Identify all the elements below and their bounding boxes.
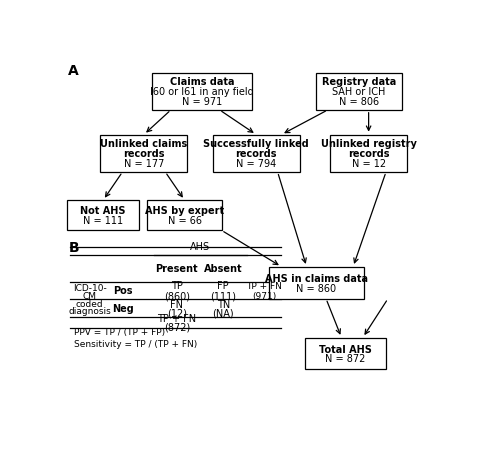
Text: Total AHS: Total AHS: [319, 344, 372, 354]
Text: N = 806: N = 806: [339, 97, 379, 107]
Text: N = 872: N = 872: [325, 354, 366, 364]
Text: Present: Present: [156, 264, 198, 274]
FancyBboxPatch shape: [100, 135, 188, 173]
Text: FN: FN: [170, 299, 183, 309]
FancyBboxPatch shape: [147, 201, 222, 231]
Text: I60 or I61 in any field: I60 or I61 in any field: [150, 87, 254, 97]
Text: (971): (971): [252, 291, 276, 301]
Text: FP: FP: [218, 280, 229, 291]
Text: PPV = TP / (TP + FP): PPV = TP / (TP + FP): [74, 327, 165, 336]
Text: A: A: [68, 64, 79, 78]
FancyBboxPatch shape: [212, 135, 300, 173]
FancyBboxPatch shape: [304, 338, 386, 369]
Text: B: B: [68, 241, 79, 255]
Text: Not AHS: Not AHS: [80, 206, 126, 216]
FancyBboxPatch shape: [269, 267, 364, 299]
Text: diagnosis: diagnosis: [68, 307, 111, 316]
Text: AHS: AHS: [190, 242, 210, 252]
Text: N = 12: N = 12: [352, 159, 386, 169]
Text: Absent: Absent: [204, 264, 242, 274]
Text: (NA): (NA): [212, 308, 234, 318]
FancyBboxPatch shape: [152, 73, 252, 111]
Text: Neg: Neg: [112, 303, 134, 313]
Text: TP + FN: TP + FN: [157, 313, 196, 323]
Text: TN: TN: [216, 299, 230, 309]
Text: records: records: [236, 149, 277, 159]
Text: coded: coded: [76, 299, 104, 308]
Text: Sensitivity = TP / (TP + FN): Sensitivity = TP / (TP + FN): [74, 340, 198, 349]
Text: N = 794: N = 794: [236, 159, 277, 169]
FancyBboxPatch shape: [330, 135, 407, 173]
Text: AHS in claims data: AHS in claims data: [265, 273, 368, 283]
Text: records: records: [348, 149, 390, 159]
Text: (111): (111): [210, 291, 236, 301]
Text: TP + FN: TP + FN: [246, 281, 282, 290]
Text: Unlinked registry: Unlinked registry: [320, 139, 416, 149]
Text: records: records: [123, 149, 164, 159]
Text: (12): (12): [167, 308, 187, 318]
Text: N = 111: N = 111: [83, 216, 123, 226]
Text: (860): (860): [164, 291, 190, 301]
Text: (872): (872): [164, 322, 190, 332]
Text: AHS by expert: AHS by expert: [145, 206, 224, 216]
Text: SAH or ICH: SAH or ICH: [332, 87, 386, 97]
Text: N = 860: N = 860: [296, 283, 337, 293]
Text: Registry data: Registry data: [322, 77, 396, 87]
Text: N = 66: N = 66: [168, 216, 202, 226]
Text: TP: TP: [171, 280, 183, 291]
Text: Successfully linked: Successfully linked: [204, 139, 309, 149]
Text: Pos: Pos: [113, 286, 132, 296]
Text: ICD-10-: ICD-10-: [73, 284, 106, 292]
Text: CM: CM: [82, 291, 96, 300]
FancyBboxPatch shape: [68, 201, 139, 231]
FancyBboxPatch shape: [316, 73, 402, 111]
Text: Claims data: Claims data: [170, 77, 234, 87]
Text: Unlinked claims: Unlinked claims: [100, 139, 188, 149]
Text: N = 971: N = 971: [182, 97, 222, 107]
Text: N = 177: N = 177: [124, 159, 164, 169]
